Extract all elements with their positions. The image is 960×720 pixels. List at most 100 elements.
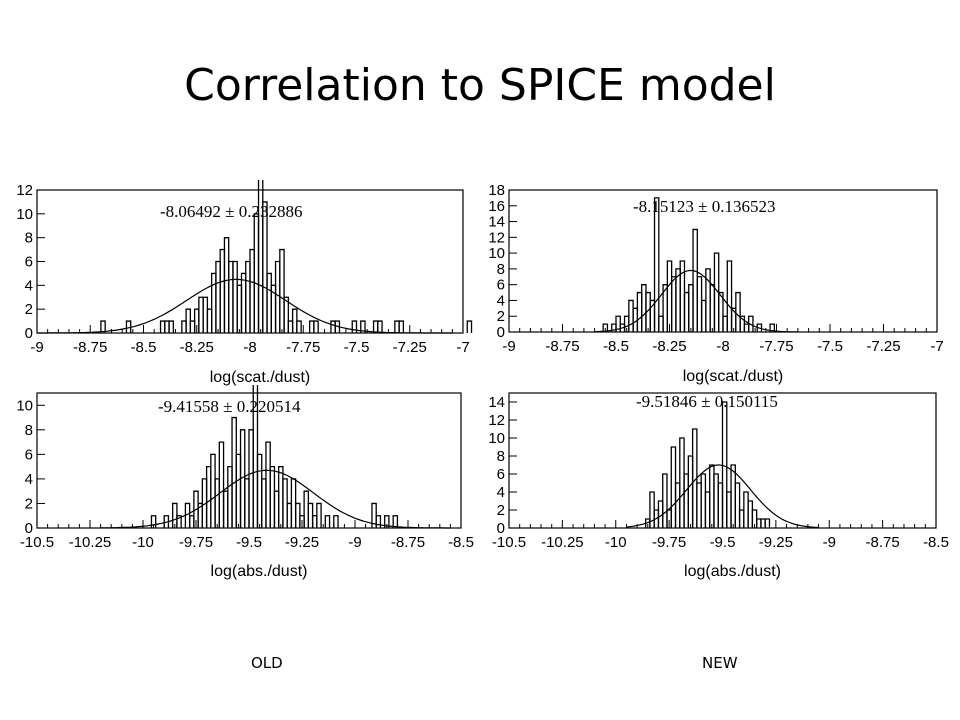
y-tick-label: 16 bbox=[488, 198, 505, 215]
histogram-bin bbox=[283, 296, 289, 333]
y-tick-label: 6 bbox=[497, 277, 505, 294]
y-tick-label: 2 bbox=[25, 495, 33, 512]
label-new: NEW bbox=[702, 654, 738, 672]
gaussian-fit-curve bbox=[626, 464, 819, 529]
histogram-bin bbox=[313, 320, 319, 333]
histogram-bin bbox=[735, 291, 741, 332]
x-tick-label: -9.25 bbox=[759, 534, 793, 551]
histogram-bin bbox=[392, 515, 399, 528]
x-axis-label: log(scat./dust) bbox=[683, 368, 783, 385]
y-tick-label: 10 bbox=[488, 245, 505, 262]
histogram-bin bbox=[718, 291, 724, 332]
histogram-bin bbox=[316, 502, 322, 528]
y-tick-label: 8 bbox=[497, 261, 505, 278]
histogram-old-abs: -10.5 -10.25 -10 -9.75 -9.5 -9.25 -9 -8.75 -8.5 0… bbox=[16, 385, 474, 580]
y-tick-label: 10 bbox=[16, 397, 33, 414]
y-tick-label: 14 bbox=[488, 394, 505, 411]
x-tick-label: -9 bbox=[30, 339, 43, 356]
histogram-bin bbox=[384, 515, 390, 528]
y-tick-label: 12 bbox=[488, 412, 505, 429]
x-tick-label: -8 bbox=[716, 338, 729, 355]
histogram-bin bbox=[769, 323, 776, 332]
y-tick-label: 8 bbox=[25, 230, 33, 247]
x-tick-label: -7 bbox=[456, 339, 469, 356]
x-tick-label: -7.5 bbox=[344, 339, 370, 356]
x-tick-label: -9 bbox=[348, 534, 361, 551]
y-tick-label: 8 bbox=[497, 448, 505, 465]
x-tick-label: -7.75 bbox=[286, 339, 320, 356]
y-tick-label: 4 bbox=[497, 292, 505, 309]
y-tick-label: 2 bbox=[497, 308, 505, 325]
histogram-bin bbox=[296, 320, 302, 333]
histogram-bin bbox=[466, 320, 473, 333]
y-tick-label: 14 bbox=[488, 214, 505, 231]
y-tick-label: 18 bbox=[488, 182, 505, 199]
y-tick-label: 6 bbox=[25, 446, 33, 463]
y-tick-label: 0 bbox=[497, 324, 505, 341]
x-tick-label: -8.5 bbox=[448, 534, 474, 551]
label-old: OLD bbox=[251, 654, 283, 672]
x-tick-label: -9.25 bbox=[285, 534, 319, 551]
y-tick-label: 10 bbox=[488, 430, 505, 447]
histogram-bin bbox=[662, 473, 668, 528]
x-axis-label: log(abs./dust) bbox=[684, 563, 781, 580]
histogram-bin bbox=[653, 197, 660, 332]
histogram-new-scat: -9 -8.75 -8.5 -8.25 -8 -7.75 -7.5 -7.25 -7024681… bbox=[488, 182, 943, 385]
histogram-bin bbox=[375, 515, 382, 528]
y-tick-label: 12 bbox=[488, 229, 505, 246]
histogram-bin bbox=[176, 515, 182, 528]
histogram-bin bbox=[279, 248, 285, 333]
x-tick-label: -7.25 bbox=[866, 338, 900, 355]
x-tick-label: -9 bbox=[823, 534, 836, 551]
y-tick-label: 8 bbox=[25, 422, 33, 439]
y-tick-label: 4 bbox=[25, 277, 33, 294]
y-tick-label: 4 bbox=[497, 484, 505, 501]
x-tick-label: -8.5 bbox=[603, 338, 629, 355]
x-tick-label: -8.25 bbox=[180, 339, 214, 356]
histogram-bin bbox=[360, 320, 366, 333]
x-tick-label: -7.25 bbox=[393, 339, 427, 356]
x-tick-label: -8.25 bbox=[652, 338, 686, 355]
x-tick-label: -7.5 bbox=[817, 338, 843, 355]
x-tick-label: -8.75 bbox=[866, 534, 900, 551]
y-tick-label: 6 bbox=[25, 254, 33, 271]
x-tick-label: -7 bbox=[930, 338, 943, 355]
histogram-bin bbox=[168, 320, 174, 333]
x-tick-label: -7.75 bbox=[759, 338, 793, 355]
histogram-bin bbox=[324, 515, 331, 528]
histogram-bin bbox=[726, 260, 733, 332]
histogram-bin bbox=[333, 515, 339, 528]
x-tick-label: -8.75 bbox=[545, 338, 579, 355]
y-tick-label: 0 bbox=[25, 325, 33, 342]
histogram-new-abs: -10.5 -10.25 -10 -9.75 -9.5 -9.25 -9 -8.75 -8.5 0… bbox=[488, 392, 949, 580]
x-tick-label: -10.5 bbox=[492, 534, 526, 551]
x-tick-label: -9.75 bbox=[652, 534, 686, 551]
x-tick-label: -8 bbox=[243, 339, 256, 356]
histogram-bin bbox=[252, 385, 259, 528]
x-tick-label: -8.5 bbox=[923, 534, 949, 551]
x-tick-label: -8.75 bbox=[73, 339, 107, 356]
y-tick-label: 2 bbox=[497, 502, 505, 519]
slide-title: Correlation to SPICE model bbox=[184, 60, 776, 111]
x-tick-label: -9.75 bbox=[179, 534, 213, 551]
histogram-bin bbox=[218, 441, 225, 528]
y-tick-label: 0 bbox=[25, 520, 33, 537]
fit-result-text: -9.41558 ± 0.220514 bbox=[158, 397, 301, 416]
x-tick-label: -9.5 bbox=[710, 534, 736, 551]
histogram-bin bbox=[398, 320, 405, 333]
gaussian-fit-curve bbox=[594, 269, 798, 333]
x-tick-label: -10 bbox=[605, 534, 627, 551]
x-tick-label: -10.5 bbox=[20, 534, 54, 551]
histogram-bin bbox=[351, 320, 358, 333]
histogram-bin bbox=[150, 515, 157, 528]
x-tick-label: -9.5 bbox=[236, 534, 262, 551]
y-tick-label: 4 bbox=[25, 471, 33, 488]
fit-result-text: -8.06492 ± 0.232886 bbox=[160, 202, 303, 221]
y-tick-label: 10 bbox=[16, 206, 33, 223]
y-tick-label: 2 bbox=[25, 301, 33, 318]
histogram-bin bbox=[734, 482, 741, 528]
histogram-bin bbox=[764, 518, 771, 528]
y-tick-label: 6 bbox=[497, 466, 505, 483]
x-tick-label: -8.75 bbox=[391, 534, 425, 551]
histogram-bin bbox=[262, 201, 268, 333]
